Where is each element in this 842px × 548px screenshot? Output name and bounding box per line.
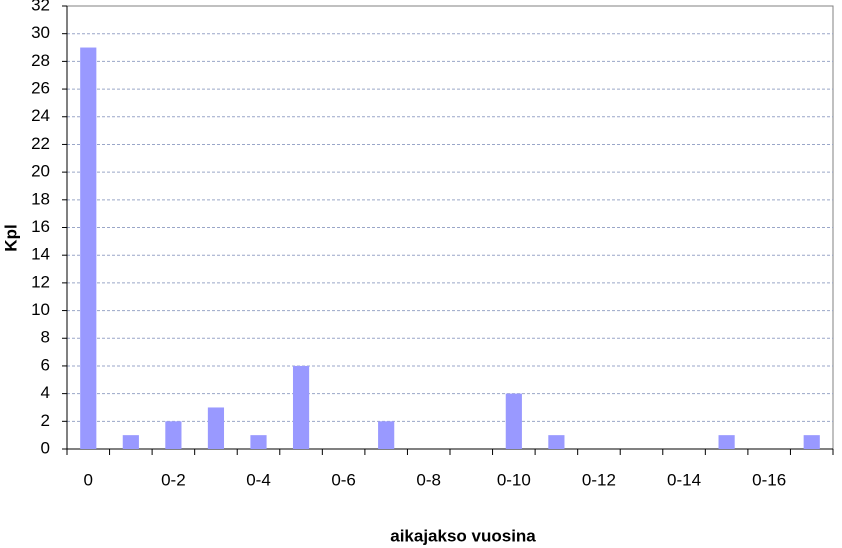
- bar: [718, 435, 735, 449]
- y-tick-label: 6: [41, 355, 50, 374]
- y-axis-title: Kpl: [1, 224, 20, 251]
- x-tick-label: 0-8: [416, 470, 441, 489]
- y-tick-label: 10: [31, 300, 50, 319]
- x-axis-title: aikajakso vuosina: [390, 526, 536, 545]
- bar: [165, 421, 182, 449]
- bar: [803, 435, 820, 449]
- y-tick-label: 24: [31, 106, 50, 125]
- x-tick-label: 0-14: [667, 470, 701, 489]
- x-tick-label: 0-16: [752, 470, 786, 489]
- bar: [122, 435, 139, 449]
- bar: [548, 435, 565, 449]
- y-tick-label: 12: [31, 272, 50, 291]
- y-tick-label: 8: [41, 328, 50, 347]
- y-tick-label: 16: [31, 217, 50, 236]
- x-tick-label: 0-10: [497, 470, 531, 489]
- y-tick-label: 22: [31, 134, 50, 153]
- y-tick-label: 32: [31, 0, 50, 14]
- y-tick-label: 0: [41, 438, 50, 457]
- bar: [207, 407, 225, 449]
- y-tick-label: 20: [31, 162, 50, 181]
- y-tick-label: 18: [31, 189, 50, 208]
- y-tick-label: 26: [31, 79, 50, 98]
- x-tick-label: 0-4: [246, 470, 271, 489]
- bar: [292, 365, 310, 449]
- x-tick-label: 0-6: [331, 470, 356, 489]
- x-tick-label: 0-2: [161, 470, 186, 489]
- bar: [505, 393, 522, 449]
- y-tick-label: 30: [31, 23, 50, 42]
- bar: [250, 435, 267, 449]
- x-tick-label: 0: [84, 470, 93, 489]
- y-tick-label: 14: [31, 245, 50, 264]
- bar: [80, 47, 97, 449]
- bar: [378, 421, 395, 449]
- x-tick-label: 0-12: [582, 470, 616, 489]
- y-tick-label: 28: [31, 51, 50, 70]
- y-tick-label: 2: [41, 411, 50, 430]
- y-tick-label: 4: [41, 383, 50, 402]
